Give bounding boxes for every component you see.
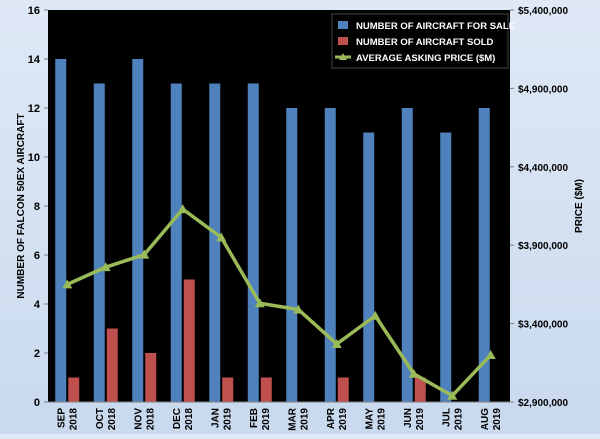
- y2-tick-label: $2,900,000: [518, 398, 568, 409]
- x-tick-label: SEP: [56, 408, 67, 428]
- x-tick-label: FEB: [249, 408, 260, 428]
- bar-for-sale: [55, 59, 67, 402]
- price-point: [216, 232, 227, 242]
- x-tick-label: OCT: [95, 408, 106, 429]
- legend-label: AVERAGE ASKING PRICE ($M): [356, 53, 495, 64]
- x-tick-label: MAY: [364, 408, 375, 430]
- x-tick-label-year: 2019: [338, 408, 349, 431]
- x-tick-label-year: 2019: [492, 408, 503, 431]
- y2-tick-label: $4,900,000: [518, 84, 568, 95]
- price-point: [177, 204, 188, 214]
- x-tick-label-year: 2019: [222, 408, 233, 431]
- bar-for-sale: [440, 132, 452, 402]
- x-tick-label: JUN: [403, 408, 414, 428]
- bar-sold: [68, 377, 80, 402]
- price-point: [447, 390, 458, 400]
- bar-sold: [414, 377, 426, 402]
- x-tick-label: JUL: [441, 408, 452, 427]
- legend-marker: [339, 53, 347, 60]
- y-axis-title: NUMBER OF FALCON 50EX AIRCRAFT: [16, 113, 27, 298]
- bar-for-sale: [401, 108, 413, 402]
- bar-sold: [222, 377, 234, 402]
- y-tick-label: 2: [34, 348, 40, 360]
- x-tick-label-year: 2019: [376, 408, 387, 431]
- y-tick-label: 14: [28, 54, 41, 66]
- y2-tick-label: $4,400,000: [518, 163, 568, 174]
- legend-swatch: [338, 37, 348, 45]
- x-tick-label-year: 2019: [453, 408, 464, 431]
- x-tick-label-year: 2019: [415, 408, 426, 431]
- y-tick-label: 16: [28, 5, 40, 17]
- bar-for-sale: [363, 132, 375, 402]
- x-tick-label-year: 2018: [107, 408, 118, 431]
- bar-for-sale: [324, 108, 336, 402]
- y2-tick-label: $5,400,000: [518, 6, 568, 17]
- y-tick-label: 8: [34, 201, 40, 213]
- price-point: [293, 304, 304, 314]
- price-point: [139, 249, 150, 259]
- legend-box: [331, 13, 509, 69]
- price-point: [100, 262, 111, 272]
- x-tick-label: DEC: [172, 408, 183, 429]
- x-tick-label: AUG: [480, 408, 491, 430]
- y-tick-label: 10: [28, 152, 40, 164]
- legend-label: NUMBER OF AIRCRAFT SOLD: [356, 37, 494, 48]
- bar-for-sale: [247, 83, 259, 402]
- bar-for-sale: [132, 59, 144, 402]
- x-tick-label-year: 2018: [145, 408, 156, 431]
- bar-sold: [106, 328, 118, 402]
- y2-tick-label: $3,400,000: [518, 320, 568, 331]
- plot-area: [48, 10, 510, 402]
- x-tick-label-year: 2018: [68, 408, 79, 431]
- x-tick-label: NOV: [133, 408, 144, 430]
- bar-sold: [145, 353, 157, 402]
- bar-sold: [337, 377, 349, 402]
- price-point: [62, 279, 73, 289]
- x-tick-label: JAN: [210, 408, 221, 428]
- y-tick-label: 12: [28, 103, 40, 115]
- price-point: [331, 338, 342, 348]
- x-tick-label: MAR: [287, 407, 298, 431]
- price-point: [254, 298, 265, 308]
- y-tick-label: 6: [34, 250, 40, 262]
- price-point: [485, 349, 496, 359]
- bar-for-sale: [93, 83, 105, 402]
- bar-for-sale: [478, 108, 490, 402]
- price-line: [66, 207, 493, 398]
- x-tick-label-year: 2018: [184, 408, 195, 431]
- bar-for-sale: [286, 108, 298, 402]
- x-tick-label-year: 2019: [299, 408, 310, 431]
- price-point: [408, 368, 419, 378]
- y-tick-label: 0: [34, 397, 40, 409]
- bar-for-sale: [170, 83, 182, 402]
- bar-sold: [183, 279, 195, 402]
- price-point: [370, 310, 381, 320]
- y2-tick-label: $3,900,000: [518, 241, 568, 252]
- x-tick-label-year: 2019: [261, 408, 272, 431]
- x-tick-label: APR: [326, 407, 337, 429]
- bar-for-sale: [209, 83, 221, 402]
- y2-axis-title: PRICE ($M): [574, 179, 585, 233]
- y-tick-label: 4: [34, 299, 41, 311]
- legend-label: NUMBER OF AIRCRAFT FOR SALE: [356, 21, 515, 32]
- bar-sold: [260, 377, 272, 402]
- legend-swatch: [338, 21, 348, 29]
